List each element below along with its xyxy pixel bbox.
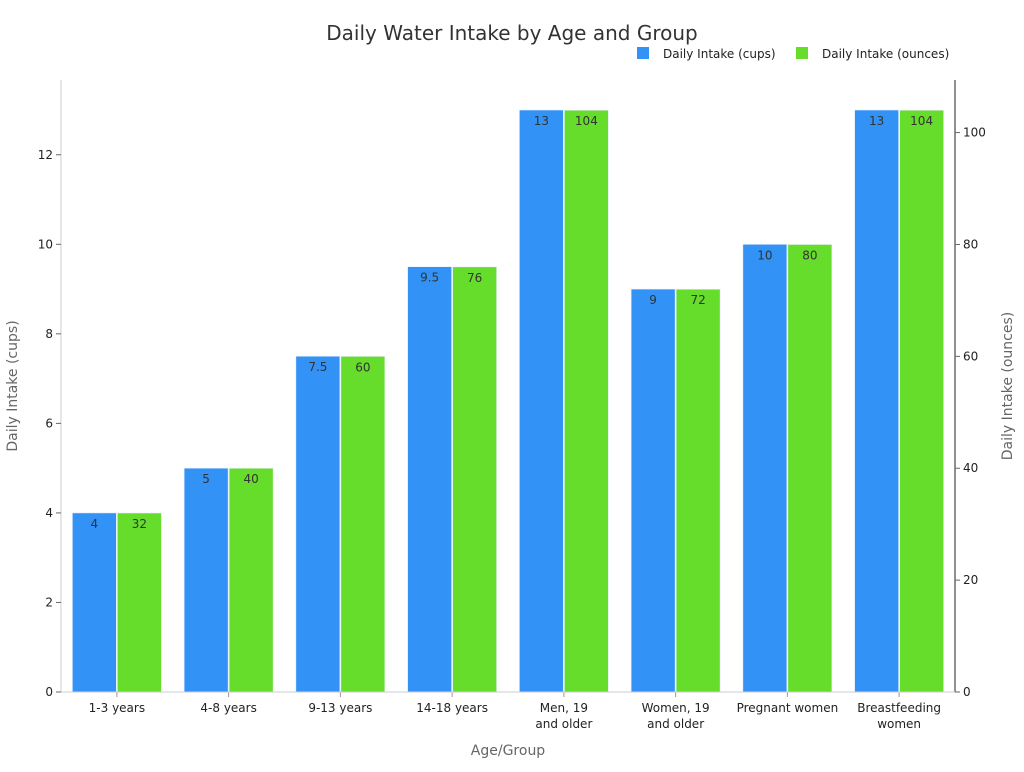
data-label: 60 (355, 360, 370, 374)
y-tick-label-left: 4 (45, 506, 53, 520)
bar (854, 109, 899, 693)
y-tick-label-right: 0 (963, 685, 971, 699)
y-tick-label-right: 60 (963, 349, 978, 363)
x-tick-label: Pregnant women (737, 701, 839, 715)
y-tick-label-right: 40 (963, 461, 978, 475)
data-label: 32 (132, 517, 147, 531)
legend-swatch (796, 47, 808, 59)
bar (407, 266, 452, 693)
data-label: 104 (575, 114, 598, 128)
bar (742, 244, 788, 693)
bar (183, 467, 229, 693)
bar (452, 266, 497, 693)
bar (519, 109, 564, 693)
y-tick-label-left: 0 (45, 685, 53, 699)
x-tick-label: 9-13 years (308, 701, 372, 715)
x-tick-label: and older (647, 717, 704, 731)
bar (340, 356, 386, 693)
x-tick-label: Men, 19 (540, 701, 588, 715)
x-tick-label: 14-18 years (416, 701, 488, 715)
legend: Daily Intake (cups) Daily Intake (ounces) (637, 47, 949, 61)
y-axis-label-right: Daily Intake (ounces) (1000, 312, 1016, 460)
x-tick-label: and older (535, 717, 592, 731)
y-tick-label-left: 6 (45, 416, 53, 430)
bar (564, 109, 609, 693)
bar (675, 288, 721, 693)
data-label: 40 (243, 472, 258, 486)
x-tick-label: 1-3 years (89, 701, 145, 715)
data-label: 104 (910, 114, 933, 128)
data-label: 72 (690, 293, 705, 307)
chart-title: Daily Water Intake by Age and Group (326, 21, 697, 45)
data-label: 4 (91, 517, 99, 531)
bar (228, 467, 274, 693)
bar (295, 355, 341, 693)
y-tick-label-right: 80 (963, 237, 978, 251)
bar (899, 109, 944, 693)
y-tick-label-right: 20 (963, 573, 978, 587)
bar (630, 288, 676, 693)
y-tick-label-left: 2 (45, 595, 53, 609)
data-label: 10 (757, 248, 772, 262)
y-tick-label-left: 10 (38, 237, 53, 251)
x-tick-label: 4-8 years (200, 701, 256, 715)
legend-label: Daily Intake (cups) (663, 47, 776, 61)
data-label: 13 (534, 114, 549, 128)
x-axis-label: Age/Group (471, 743, 546, 759)
bar (72, 512, 117, 693)
y-axis-label-left: Daily Intake (cups) (5, 320, 21, 451)
data-label: 9.5 (420, 271, 439, 285)
x-tick-label: Breastfeeding (857, 701, 941, 715)
y-tick-label-right: 100 (963, 126, 986, 140)
legend-swatch (637, 47, 649, 59)
data-label: 7.5 (308, 360, 327, 374)
data-label: 5 (202, 472, 210, 486)
bar (117, 512, 162, 693)
bars: 4 32 5 40 7.5 60 9.5 76 13 104 9 72 10 80 13 104 (72, 109, 944, 693)
y-tick-label-left: 8 (45, 327, 53, 341)
x-tick-label: Women, 19 (642, 701, 710, 715)
x-tick-label: women (877, 717, 921, 731)
legend-label: Daily Intake (ounces) (822, 47, 949, 61)
data-label: 76 (467, 271, 482, 285)
y-tick-label-left: 12 (38, 148, 53, 162)
axes: 1-3 years 4-8 years 9-13 years 14-18 years M… (38, 80, 986, 731)
data-label: 13 (869, 114, 884, 128)
data-label: 9 (649, 293, 657, 307)
bar (787, 244, 833, 693)
data-label: 80 (802, 248, 817, 262)
